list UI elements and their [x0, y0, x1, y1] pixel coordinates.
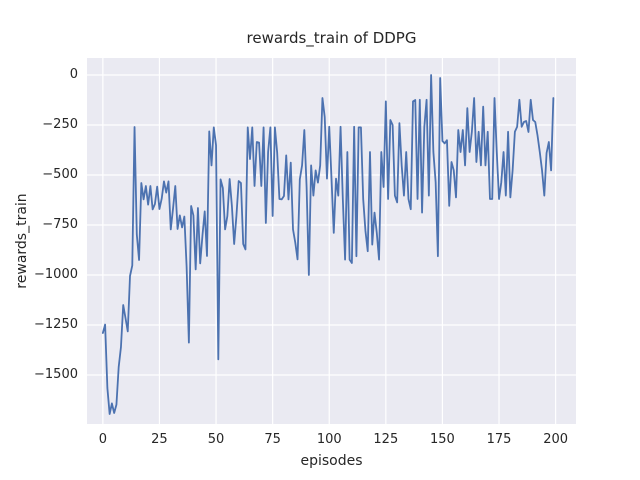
y-tick-label: −1500 [34, 367, 78, 382]
x-tick-label: 175 [486, 432, 512, 447]
x-tick-label: 200 [543, 432, 569, 447]
x-tick-label: 125 [373, 432, 399, 447]
y-tick-label: −750 [42, 217, 78, 232]
plot-area [87, 58, 576, 424]
x-tick-label: 150 [430, 432, 455, 447]
x-tick-label: 50 [207, 432, 225, 447]
x-tick-label: 75 [264, 432, 281, 447]
y-tick-label: −250 [42, 117, 78, 132]
y-tick-label: −1250 [34, 317, 78, 332]
chart-title: rewards_train of DDPG [246, 29, 417, 47]
y-tick-label: −500 [42, 167, 78, 182]
x-tick-label: 0 [98, 432, 107, 447]
data-line [101, 74, 555, 415]
y-tick-label: −1000 [34, 267, 78, 282]
x-tick-label: 25 [151, 432, 168, 447]
y-tick-label: 0 [69, 67, 78, 82]
plot-background [87, 58, 576, 424]
x-axis-label: episodes [300, 453, 363, 469]
x-tick-label: 100 [316, 432, 342, 447]
